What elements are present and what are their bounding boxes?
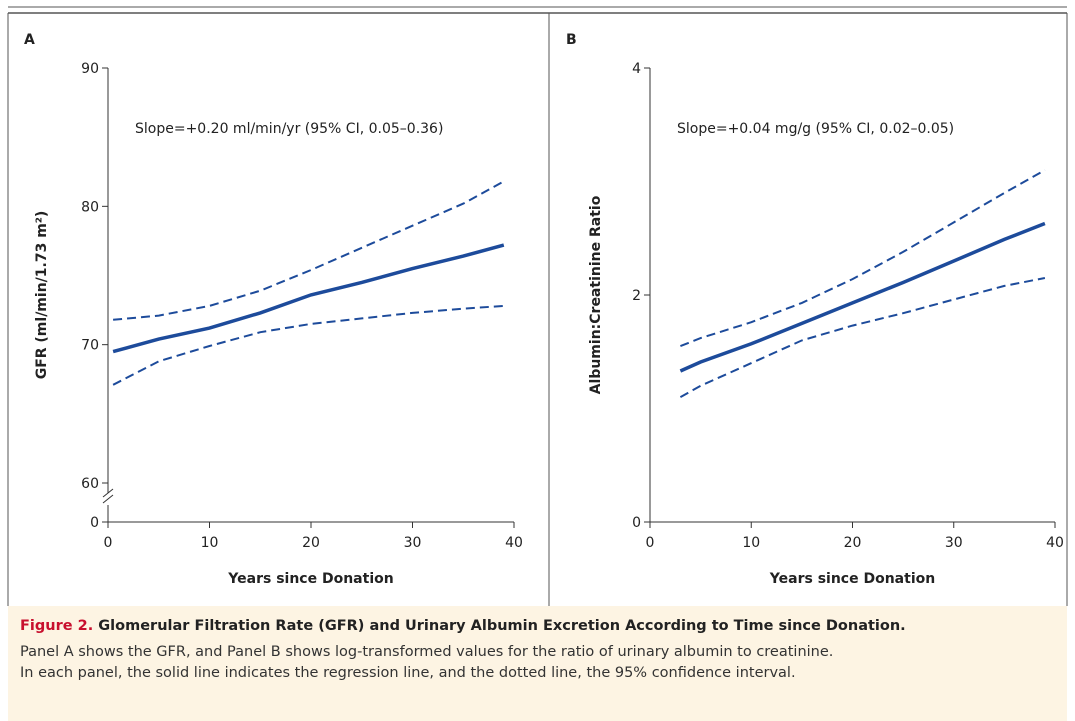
x-tick-label: 40 [505, 535, 523, 551]
caption-title-row: Figure 2. Glomerular Filtration Rate (GF… [20, 618, 1055, 634]
regression-line [112, 243, 505, 354]
x-tick-label: 10 [742, 535, 760, 551]
x-tick-label: 30 [404, 535, 422, 551]
axis-break [102, 488, 114, 498]
y-tick-label: 0 [90, 515, 99, 531]
panel-label: B [566, 32, 577, 48]
y-axis-label: GFR (ml/min/1.73 m²) [34, 211, 50, 380]
y-tick-label: 2 [632, 288, 641, 304]
x-tick-label: 40 [1046, 535, 1064, 551]
x-tick-label: 0 [646, 535, 655, 551]
x-axis-label: Years since Donation [769, 571, 935, 587]
caption-line: Panel A shows the GFR, and Panel B shows… [20, 644, 834, 660]
x-tick-label: 20 [844, 535, 862, 551]
x-tick-label: 20 [302, 535, 320, 551]
y-tick-label: 60 [81, 476, 99, 492]
y-tick-label: 0 [632, 515, 641, 531]
x-tick-label: 10 [201, 535, 219, 551]
regression-line [679, 221, 1046, 373]
x-tick-label: 30 [945, 535, 963, 551]
ci-line [112, 304, 504, 386]
annotation: Slope=+0.04 mg/g (95% CI, 0.02–0.05) [677, 121, 954, 137]
y-axis-label: Albumin:Creatinine Ratio [588, 195, 604, 394]
ci-line [679, 277, 1046, 398]
annotation: Slope=+0.20 ml/min/yr (95% CI, 0.05–0.36… [135, 121, 443, 137]
ci-line [113, 180, 505, 321]
x-axis-label: Years since Donation [227, 571, 393, 587]
x-tick-label: 0 [104, 535, 113, 551]
y-tick-label: 90 [81, 61, 99, 77]
axis-break [102, 494, 114, 504]
y-tick-label: 80 [81, 199, 99, 215]
caption: Figure 2. Glomerular Filtration Rate (GF… [8, 606, 1067, 721]
y-tick-label: 4 [632, 61, 641, 77]
y-tick-label: 70 [81, 338, 99, 354]
ci-line [680, 169, 1046, 348]
chart-area: A Slope=+0.20 ml/min/yr (95% CI, 0.05–0.3… [7, 6, 1068, 606]
panel-label: A [24, 32, 35, 48]
caption-label: Figure 2. [20, 618, 94, 634]
caption-line: In each panel, the solid line indicates … [20, 665, 796, 681]
caption-title: Glomerular Filtration Rate (GFR) and Uri… [98, 618, 906, 634]
